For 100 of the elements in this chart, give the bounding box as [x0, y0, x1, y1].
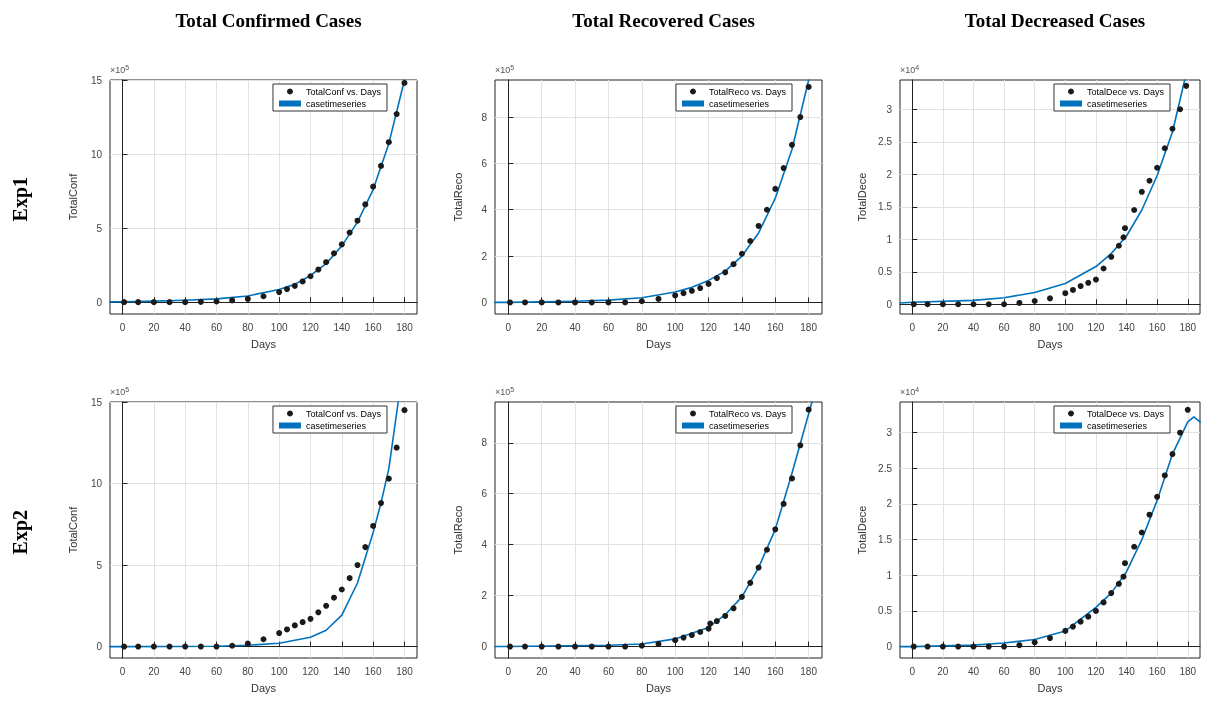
- point: [638, 642, 645, 649]
- x-tick-label: 180: [800, 665, 818, 677]
- x-tick-label: 0: [909, 321, 916, 333]
- line-series: [494, 401, 813, 648]
- point: [1077, 283, 1084, 290]
- point: [393, 444, 400, 451]
- x-tick-label: 140: [333, 321, 351, 333]
- point: [730, 605, 737, 612]
- point: [260, 293, 267, 300]
- x-tick-label: 80: [1029, 665, 1041, 677]
- x-tick-label: 60: [210, 321, 223, 333]
- point: [763, 206, 770, 213]
- x-tick-label: 100: [1056, 665, 1075, 677]
- point: [1047, 295, 1053, 302]
- point: [291, 622, 298, 629]
- y-tick-label: 8: [481, 111, 488, 123]
- x-tick-label: 140: [1118, 665, 1136, 677]
- point: [346, 575, 353, 582]
- x-tick-label: 180: [1179, 321, 1197, 333]
- y-tick-label: 1.5: [878, 534, 893, 546]
- y-tick-label: 3: [886, 427, 893, 439]
- point: [1085, 279, 1092, 286]
- x-tick-label: 160: [364, 321, 382, 333]
- x-tick-label: 20: [148, 321, 160, 333]
- y-tick-label: 4: [481, 204, 488, 216]
- point: [1169, 125, 1176, 132]
- point: [924, 643, 931, 650]
- x-tick-label: 120: [302, 665, 320, 677]
- point: [135, 643, 142, 650]
- y-tick-label: 6: [481, 157, 488, 169]
- point: [284, 286, 290, 293]
- point: [1115, 242, 1122, 249]
- point: [722, 269, 729, 276]
- x-tick-label: 0: [909, 665, 916, 677]
- y-tick-label: 2: [481, 590, 488, 602]
- chart-title: Total Confirmed Cases: [175, 10, 362, 31]
- point: [747, 238, 754, 245]
- x-tick-label: 180: [396, 665, 414, 677]
- point: [772, 526, 779, 533]
- x-tick-label: 40: [569, 665, 582, 677]
- point: [197, 298, 204, 305]
- point: [1077, 618, 1084, 625]
- point: [323, 602, 330, 609]
- legend-label: TotalConf vs. Days: [305, 408, 382, 419]
- point: [1161, 145, 1168, 152]
- point: [1120, 573, 1127, 580]
- y-tick-label: 0: [481, 641, 488, 653]
- x-tick-label: 100: [270, 665, 288, 677]
- point: [713, 275, 720, 282]
- point: [522, 299, 529, 306]
- point: [788, 475, 795, 482]
- y-tick-label: 0: [96, 296, 103, 308]
- x-tick-label: 20: [536, 321, 548, 333]
- point: [1108, 590, 1115, 597]
- point: [338, 586, 345, 593]
- x-tick-label: 40: [569, 321, 582, 333]
- point: [763, 546, 770, 553]
- point: [166, 299, 173, 306]
- x-tick-label: 0: [119, 665, 126, 677]
- point: [1122, 560, 1128, 567]
- point: [150, 643, 157, 650]
- y-tick-label: 0.5: [878, 266, 893, 278]
- x-tick-label: 180: [1179, 665, 1197, 677]
- point: [713, 618, 720, 625]
- point: [338, 241, 345, 248]
- x-tick-label: 160: [364, 665, 382, 677]
- point: [1154, 164, 1161, 171]
- point: [655, 295, 662, 302]
- point: [346, 229, 353, 236]
- legend-label: casetimeseries: [305, 98, 367, 109]
- legend-label: TotalDece vs. Days: [1086, 408, 1165, 419]
- y-tick-label: 0.5: [878, 605, 893, 617]
- point: [307, 615, 314, 622]
- line-series: [494, 79, 810, 304]
- x-tick-label: 180: [396, 321, 414, 333]
- x-tick-label: 100: [270, 321, 288, 333]
- point: [1092, 607, 1099, 614]
- point: [1069, 623, 1076, 630]
- point: [135, 299, 142, 306]
- y-tick-label: 0: [886, 298, 893, 310]
- point: [722, 612, 729, 619]
- legend-label: casetimeseries: [1086, 98, 1148, 109]
- y-axis-title: TotalDece: [855, 172, 868, 222]
- point: [166, 643, 173, 650]
- point: [985, 643, 992, 650]
- point: [707, 620, 714, 627]
- point: [772, 185, 779, 192]
- point: [401, 407, 408, 414]
- point: [672, 292, 679, 299]
- point: [730, 261, 737, 268]
- point: [1108, 253, 1115, 260]
- point: [788, 141, 795, 148]
- point: [588, 299, 595, 306]
- x-tick-label: 120: [700, 321, 718, 333]
- point: [688, 287, 695, 294]
- point: [797, 114, 804, 121]
- x-axis-title: Days: [250, 337, 277, 350]
- point: [1047, 635, 1053, 642]
- x-tick-label: 60: [602, 665, 615, 677]
- point: [330, 594, 337, 601]
